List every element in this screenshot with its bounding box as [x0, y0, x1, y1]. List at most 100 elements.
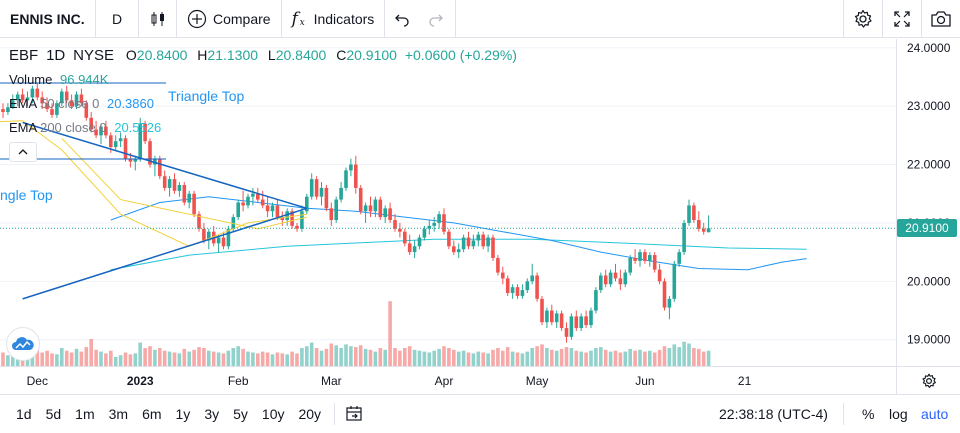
volume-bar: [280, 353, 285, 366]
candle-body: [133, 158, 138, 162]
indicators-button[interactable]: f x Indicators: [282, 0, 386, 38]
volume-bar: [633, 350, 637, 366]
candle-body: [251, 193, 255, 197]
price-axis-scale[interactable]: 24.000023.000022.000021.000020.000019.00…: [897, 39, 960, 366]
undo-button[interactable]: [385, 0, 419, 38]
candle-body: [613, 272, 618, 279]
interval-label: D: [111, 10, 123, 27]
function-icon-sub: x: [299, 17, 305, 28]
legend-high-value: 21.1300: [207, 47, 259, 63]
volume-bar: [501, 350, 505, 366]
candle-body: [393, 220, 397, 229]
fullscreen-icon: [894, 11, 910, 27]
candle-body: [550, 310, 554, 323]
candle-body: [256, 193, 260, 200]
volume-bar: [618, 352, 623, 366]
candle-body: [295, 225, 299, 229]
collapse-legend-button[interactable]: [9, 142, 37, 162]
settings-button[interactable]: [843, 0, 882, 38]
goto-date-button[interactable]: [345, 405, 363, 423]
volume-bar: [594, 348, 598, 366]
candle-body: [618, 278, 623, 285]
percent-toggle[interactable]: %: [862, 406, 875, 422]
range-6m-button[interactable]: 6m: [142, 406, 162, 422]
candle-body: [236, 202, 240, 218]
volume-bar: [358, 345, 363, 366]
range-1y-button[interactable]: 1y: [175, 406, 191, 422]
pattern-label-triangle-top-partial[interactable]: ngle Top: [0, 187, 53, 203]
volume-bar: [692, 348, 696, 366]
ema200-legend[interactable]: EMA 200 close 0 20.5526: [9, 120, 161, 135]
volume-bar: [314, 348, 319, 366]
snapshot-button[interactable]: [921, 0, 960, 38]
redo-button[interactable]: [419, 0, 457, 38]
volume-bar: [417, 350, 422, 366]
range-1d-button[interactable]: 1d: [16, 406, 32, 422]
volume-bar: [623, 351, 628, 366]
axis-settings-button[interactable]: [896, 366, 960, 394]
candle-body: [452, 246, 456, 253]
chart-pane[interactable]: [0, 39, 896, 366]
top-toolbar: ENNIS INC. D Compare f x Indicators: [0, 0, 960, 38]
redo-icon: [429, 14, 444, 27]
price-axis[interactable]: 24.000023.000022.000021.000020.000019.00…: [896, 39, 960, 366]
volume-bar: [682, 341, 686, 366]
candle-body: [15, 94, 20, 101]
legend-open-label: O: [125, 47, 137, 63]
candle-body: [648, 255, 652, 261]
candle-body: [319, 187, 324, 197]
chart-style-button[interactable]: [139, 0, 177, 38]
range-5d-button[interactable]: 5d: [45, 406, 62, 422]
range-3m-button[interactable]: 3m: [108, 406, 129, 422]
interval-button[interactable]: D: [96, 0, 139, 38]
volume-bar: [608, 351, 613, 366]
volume-bar: [94, 349, 98, 366]
candle-body: [305, 196, 309, 212]
volume-bar: [569, 348, 574, 366]
pattern-label-triangle-top[interactable]: Triangle Top: [168, 88, 245, 104]
compare-button[interactable]: Compare: [177, 0, 282, 38]
volume-legend[interactable]: Volume 96.944K: [9, 72, 108, 87]
volume-bar: [701, 351, 706, 366]
candle-body: [290, 211, 294, 226]
fullscreen-button[interactable]: [882, 0, 921, 38]
ema50-legend[interactable]: EMA 50 close 0 20.3860: [9, 96, 154, 111]
volume-bar: [496, 348, 500, 366]
candle-body: [579, 316, 583, 329]
clock[interactable]: 22:38:18 (UTC-4): [719, 406, 828, 422]
time-tick-label: Mar: [321, 374, 342, 388]
candle-body: [623, 272, 628, 285]
time-axis[interactable]: Dec 2023 Feb Mar Apr May Jun 21: [0, 366, 896, 394]
volume-bar: [540, 344, 544, 366]
toolbar-right: [843, 0, 960, 38]
range-3y-button[interactable]: 3y: [204, 406, 220, 422]
volume-bar: [15, 357, 20, 366]
range-10y-button[interactable]: 10y: [261, 406, 285, 422]
candle-body: [187, 193, 191, 203]
volume-bar: [177, 353, 182, 366]
candle-body: [118, 138, 123, 142]
volume-bar: [452, 349, 456, 366]
volume-bar: [113, 357, 118, 366]
volume-bar: [643, 351, 647, 366]
volume-bar: [236, 346, 240, 366]
volume-bar: [378, 348, 383, 366]
range-5y-button[interactable]: 5y: [233, 406, 248, 422]
gear-icon: [921, 373, 936, 388]
candle-body: [466, 237, 471, 247]
price-chart[interactable]: [0, 39, 896, 366]
volume-bar: [60, 348, 64, 366]
tradingview-logo[interactable]: [6, 327, 40, 361]
candle-body: [505, 278, 510, 294]
volume-bar: [118, 355, 123, 366]
candle-body: [270, 205, 275, 212]
volume-bar: [525, 351, 530, 366]
volume-bar: [388, 301, 392, 366]
volume-bar: [667, 348, 672, 366]
time-axis-scale[interactable]: Dec 2023 Feb Mar Apr May Jun 21: [0, 367, 896, 395]
log-toggle[interactable]: log: [889, 406, 908, 422]
auto-toggle[interactable]: auto: [921, 406, 949, 422]
range-1m-button[interactable]: 1m: [75, 406, 95, 422]
range-20y-button[interactable]: 20y: [298, 406, 322, 422]
symbol-search-button[interactable]: ENNIS INC.: [0, 0, 96, 38]
